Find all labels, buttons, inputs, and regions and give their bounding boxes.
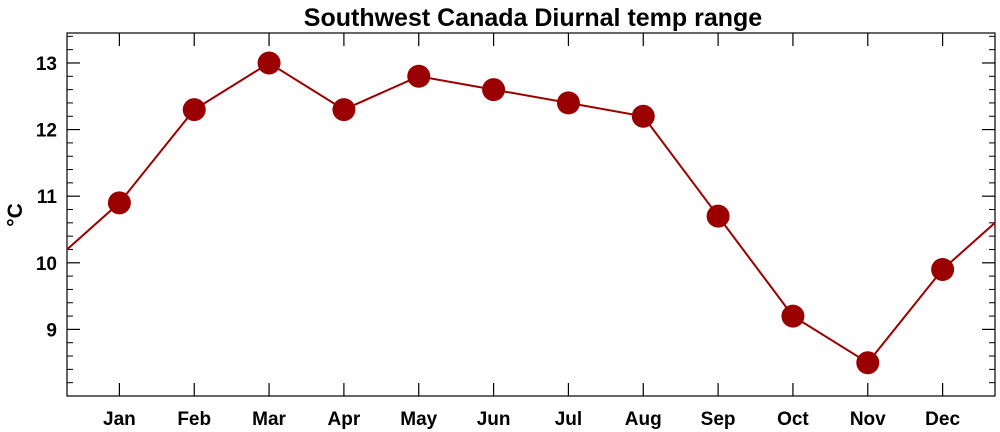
data-point [856,351,880,375]
y-tick-label: 13 [36,54,57,75]
x-tick-label: Nov [850,409,886,430]
data-point [407,64,431,88]
series-line [66,61,996,365]
x-tick-label: Jul [555,409,582,430]
data-point [931,257,955,281]
y-axis-label: °C [4,203,27,227]
x-tick-label: Sep [701,409,736,430]
axes: 9 10 11 12 13 Jan Feb Mar Apr May Jun Jul Aug Sep Oct N… [36,32,996,430]
x-tick-label: Dec [925,409,960,430]
y-tick-label: 12 [36,121,57,142]
chart-title: Southwest Canada Diurnal temp range [304,4,763,32]
data-point [706,204,730,228]
x-tick-label: Jun [477,409,511,430]
data-point [482,78,506,102]
y-tick-label: 9 [46,320,57,341]
data-point [107,191,131,215]
data-point [556,91,580,115]
data-point [257,51,281,75]
plot-frame [66,32,996,397]
series-layer [66,51,996,375]
x-tick-label: Apr [328,409,361,430]
y-tick-label: 11 [37,187,58,208]
x-tick-label: Oct [777,409,809,430]
y-tick-label: 10 [36,254,57,275]
data-point [631,104,655,128]
x-tick-label: Mar [252,409,286,430]
data-point [182,98,206,122]
x-tick-label: Aug [625,409,662,430]
data-point [781,304,805,328]
x-tick-label: Jan [103,409,136,430]
data-point [332,98,356,122]
x-tick-label: Feb [177,409,211,430]
x-tick-label: May [400,409,437,430]
